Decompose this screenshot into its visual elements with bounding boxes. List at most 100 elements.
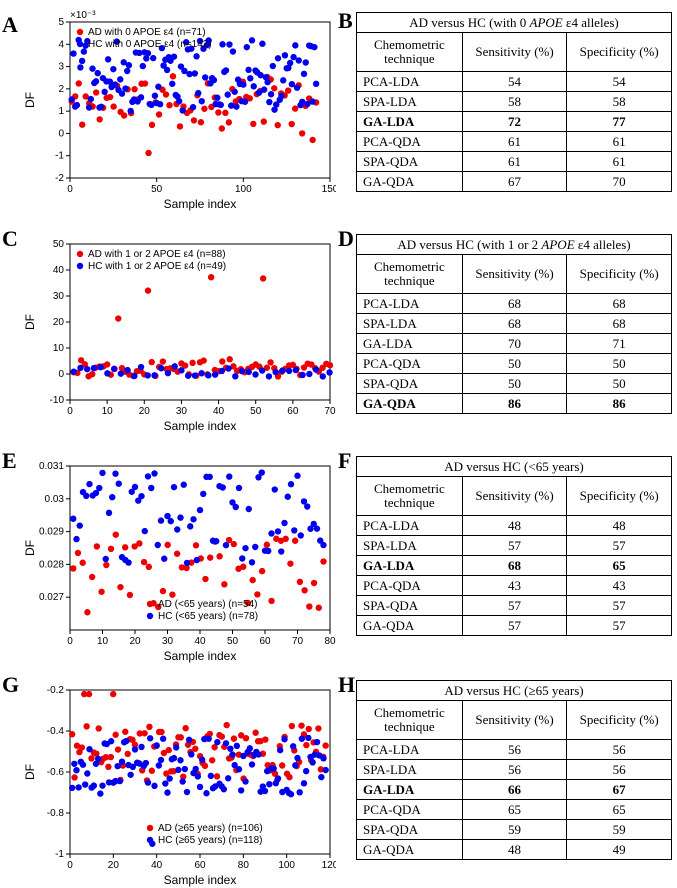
cell: PCA-QDA [357, 354, 463, 374]
svg-text:40: 40 [194, 636, 206, 647]
cell: 57 [462, 536, 567, 556]
svg-text:20: 20 [129, 636, 141, 647]
table-row: GA-LDA7277 [357, 112, 672, 132]
svg-text:HC (≥65 years) (n=118): HC (≥65 years) (n=118) [158, 835, 263, 846]
cell: 68 [462, 294, 567, 314]
svg-text:10: 10 [102, 406, 114, 417]
svg-text:0.031: 0.031 [39, 461, 64, 472]
cell: PCA-QDA [357, 576, 463, 596]
table-row: GA-LDA6865 [357, 556, 672, 576]
cell: 56 [567, 760, 672, 780]
svg-text:-1: -1 [55, 151, 64, 162]
cell: 70 [567, 172, 672, 192]
col-head: Chemometric technique [357, 477, 463, 516]
cell: 65 [567, 556, 672, 576]
cell: 50 [462, 374, 567, 394]
svg-text:0.027: 0.027 [39, 592, 64, 603]
cell: 66 [462, 780, 567, 800]
cell: SPA-LDA [357, 536, 463, 556]
svg-text:1: 1 [58, 106, 64, 117]
table-row: GA-LDA6667 [357, 780, 672, 800]
svg-text:HC with 0 APOE ε4 (n=142): HC with 0 APOE ε4 (n=142) [88, 39, 212, 50]
svg-text:70: 70 [324, 406, 336, 417]
col-head: Chemometric technique [357, 255, 463, 294]
svg-text:AD (≥65 years) (n=106): AD (≥65 years) (n=106) [158, 823, 263, 834]
svg-text:70: 70 [292, 636, 304, 647]
cell: GA-QDA [357, 172, 463, 192]
svg-text:Sample index: Sample index [164, 873, 237, 887]
cell: 86 [462, 394, 567, 414]
col-head: Specificity (%) [567, 477, 672, 516]
cell: 57 [567, 596, 672, 616]
svg-text:20: 20 [53, 317, 65, 328]
svg-text:150: 150 [322, 184, 336, 195]
cell: PCA-LDA [357, 516, 463, 536]
table-row: SPA-LDA6868 [357, 314, 672, 334]
table-row: GA-QDA8686 [357, 394, 672, 414]
svg-text:30: 30 [53, 291, 65, 302]
cell: 65 [462, 800, 567, 820]
cell: 68 [567, 294, 672, 314]
cell: GA-QDA [357, 840, 463, 860]
cell: GA-LDA [357, 780, 463, 800]
cell: 57 [462, 616, 567, 636]
table-row: PCA-QDA6161 [357, 132, 672, 152]
table-F: AD versus HC (<65 years) Chemometric tec… [356, 456, 672, 636]
col-head: Specificity (%) [567, 255, 672, 294]
col-head: Sensitivity (%) [462, 255, 567, 294]
cell: GA-LDA [357, 334, 463, 354]
panel-C-chart: C 010203040506070-1001020304050Sample in… [0, 226, 338, 434]
svg-text:0: 0 [67, 184, 73, 195]
cell: SPA-LDA [357, 760, 463, 780]
cell: 70 [462, 334, 567, 354]
panel-label-B: B [338, 8, 353, 34]
cell: 58 [462, 92, 567, 112]
cell: 59 [567, 820, 672, 840]
panel-label-D: D [338, 226, 354, 252]
scatter-A: 050100150-2-1012345Sample indexDF×10⁻³AD… [22, 4, 336, 212]
cell: SPA-QDA [357, 596, 463, 616]
svg-text:3: 3 [58, 62, 64, 73]
svg-text:100: 100 [235, 184, 252, 195]
table-row: GA-LDA7071 [357, 334, 672, 354]
svg-text:Sample index: Sample index [164, 419, 237, 433]
cell: 58 [567, 92, 672, 112]
cell: 57 [462, 596, 567, 616]
svg-text:40: 40 [53, 265, 65, 276]
cell: PCA-LDA [357, 294, 463, 314]
svg-text:HC (<65 years) (n=78): HC (<65 years) (n=78) [158, 611, 258, 622]
svg-text:10: 10 [53, 343, 65, 354]
svg-text:80: 80 [324, 636, 336, 647]
svg-text:0: 0 [58, 369, 64, 380]
cell: GA-LDA [357, 112, 463, 132]
cell: 56 [567, 740, 672, 760]
panel-label-A: A [2, 12, 18, 38]
cell: GA-QDA [357, 616, 463, 636]
svg-text:DF: DF [23, 764, 37, 780]
svg-text:60: 60 [287, 406, 299, 417]
cell: 54 [567, 72, 672, 92]
table-H-title: AD versus HC (≥65 years) [357, 681, 672, 701]
svg-text:-10: -10 [50, 395, 65, 406]
panel-E-chart: E 010203040506070800.0270.0280.0290.030.… [0, 448, 338, 664]
cell: 65 [567, 800, 672, 820]
svg-text:×10⁻³: ×10⁻³ [70, 10, 96, 21]
cell: SPA-LDA [357, 314, 463, 334]
cell: 68 [462, 556, 567, 576]
cell: GA-LDA [357, 556, 463, 576]
cell: 50 [567, 354, 672, 374]
cell: 67 [567, 780, 672, 800]
svg-text:20: 20 [139, 406, 151, 417]
svg-text:50: 50 [151, 184, 163, 195]
panel-label-E: E [2, 448, 17, 474]
table-D: AD versus HC (with 1 or 2 APOE ε4 allele… [356, 234, 672, 414]
svg-text:40: 40 [151, 860, 163, 871]
svg-text:-0.8: -0.8 [47, 808, 65, 819]
svg-text:5: 5 [58, 17, 64, 28]
svg-text:AD with 0 APOE ε4 (n=71): AD with 0 APOE ε4 (n=71) [88, 27, 206, 38]
svg-text:80: 80 [238, 860, 250, 871]
cell: 50 [567, 374, 672, 394]
svg-text:100: 100 [278, 860, 295, 871]
cell: 57 [567, 616, 672, 636]
svg-text:40: 40 [213, 406, 225, 417]
